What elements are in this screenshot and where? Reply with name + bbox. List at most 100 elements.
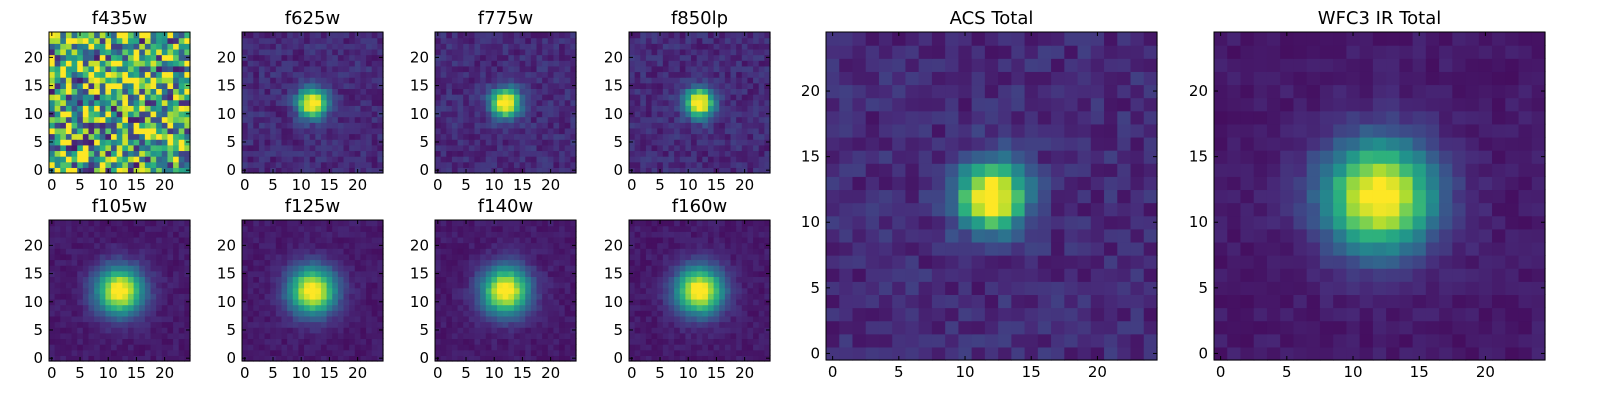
- heatmap-cell: [133, 156, 140, 163]
- heatmap-cell: [71, 321, 78, 328]
- heatmap-cell: [513, 94, 521, 101]
- heatmap-cell: [366, 65, 373, 73]
- heatmap-cell: [292, 310, 299, 317]
- heatmap-cell: [468, 259, 476, 266]
- heatmap-cell: [753, 282, 760, 289]
- heatmap-cell: [570, 77, 577, 84]
- heatmap-cell: [184, 60, 191, 67]
- heatmap-cell: [634, 321, 641, 328]
- heatmap-cell: [343, 116, 350, 123]
- heatmap-cell: [547, 71, 555, 78]
- heatmap-cell: [508, 282, 515, 289]
- heatmap-cell: [634, 127, 641, 135]
- heatmap-cell: [49, 133, 56, 140]
- heatmap-cell: [485, 122, 492, 129]
- heatmap-cell: [360, 242, 367, 249]
- heatmap-cell: [491, 43, 498, 50]
- heatmap-cell: [463, 144, 470, 152]
- heatmap-cell: [127, 236, 135, 244]
- heatmap-cell: [184, 122, 191, 129]
- heatmap-cell: [88, 259, 95, 266]
- heatmap-cell: [242, 321, 249, 328]
- heatmap-cell: [139, 77, 146, 84]
- heatmap-cell: [451, 242, 459, 249]
- heatmap-cell: [139, 253, 146, 261]
- heatmap-cell: [674, 156, 681, 163]
- heatmap-cell: [337, 156, 345, 163]
- heatmap-cell: [440, 167, 447, 174]
- heatmap-cell: [105, 133, 112, 140]
- heatmap-cell: [502, 349, 509, 356]
- heatmap-cell: [247, 304, 254, 311]
- heatmap-cell: [139, 127, 146, 135]
- heatmap-cell: [281, 355, 288, 362]
- heatmap-cell: [54, 150, 61, 157]
- heatmap-cell: [337, 32, 345, 39]
- heatmap-cell: [758, 327, 765, 334]
- heatmap-cell: [491, 122, 498, 129]
- heatmap-cell: [111, 332, 118, 340]
- heatmap-cell: [253, 293, 260, 300]
- heatmap-cell: [440, 65, 447, 73]
- heatmap-cell: [457, 71, 464, 78]
- heatmap-cell: [657, 156, 664, 163]
- heatmap-cell: [156, 48, 163, 56]
- heatmap-cell: [730, 338, 737, 345]
- heatmap-cell: [122, 139, 129, 146]
- heatmap-cell: [674, 276, 681, 283]
- heatmap-cell: [60, 287, 67, 294]
- heatmap-cell: [247, 253, 254, 261]
- heatmap-cell: [485, 48, 492, 56]
- heatmap-cell: [662, 32, 670, 39]
- heatmap-cell: [730, 99, 737, 106]
- heatmap-cell: [651, 276, 658, 283]
- heatmap-cell: [77, 276, 84, 283]
- heatmap-cell: [645, 43, 653, 50]
- heatmap-cell: [485, 287, 492, 294]
- heatmap-cell: [519, 349, 526, 356]
- heatmap-cell: [570, 315, 577, 323]
- heatmap-cell: [360, 156, 367, 163]
- heatmap-cell: [371, 167, 378, 174]
- heatmap-cell: [105, 276, 112, 283]
- heatmap-cell: [94, 253, 101, 261]
- x-tick-label: 20: [155, 176, 174, 194]
- heatmap-cell: [696, 298, 703, 306]
- heatmap-cell: [468, 71, 476, 78]
- heatmap-cell: [360, 304, 367, 311]
- heatmap-cell: [173, 88, 180, 95]
- heatmap-cell: [349, 259, 356, 266]
- heatmap-cell: [629, 156, 636, 163]
- heatmap-cell: [332, 344, 339, 351]
- heatmap-cell: [287, 48, 294, 56]
- heatmap-cell: [178, 116, 185, 123]
- heatmap-cell: [139, 144, 146, 152]
- heatmap-cell: [88, 139, 95, 146]
- heatmap-cell: [343, 248, 350, 255]
- heatmap-cell: [287, 310, 294, 317]
- heatmap-cell: [161, 54, 169, 61]
- heatmap-cell: [553, 282, 560, 289]
- heatmap-cell: [463, 304, 470, 311]
- heatmap-cell: [77, 282, 84, 289]
- heatmap-cell: [105, 332, 112, 340]
- y-tick-label: 10: [217, 105, 236, 123]
- heatmap-cell: [497, 293, 504, 300]
- heatmap-cell: [242, 338, 249, 345]
- heatmap-cell: [161, 82, 169, 89]
- heatmap-cell: [570, 276, 577, 283]
- heatmap-cell: [536, 43, 543, 50]
- heatmap-cell: [519, 276, 526, 283]
- heatmap-cell: [508, 276, 515, 283]
- heatmap-cell: [513, 231, 521, 238]
- heatmap-cell: [525, 150, 532, 157]
- heatmap-cell: [702, 99, 709, 106]
- heatmap-cell: [747, 144, 754, 152]
- heatmap-cell: [542, 161, 549, 168]
- heatmap-cell: [281, 77, 288, 84]
- heatmap-cell: [536, 150, 543, 157]
- heatmap-cell: [264, 156, 271, 163]
- heatmap-cell: [49, 43, 56, 50]
- heatmap-cell: [49, 338, 56, 345]
